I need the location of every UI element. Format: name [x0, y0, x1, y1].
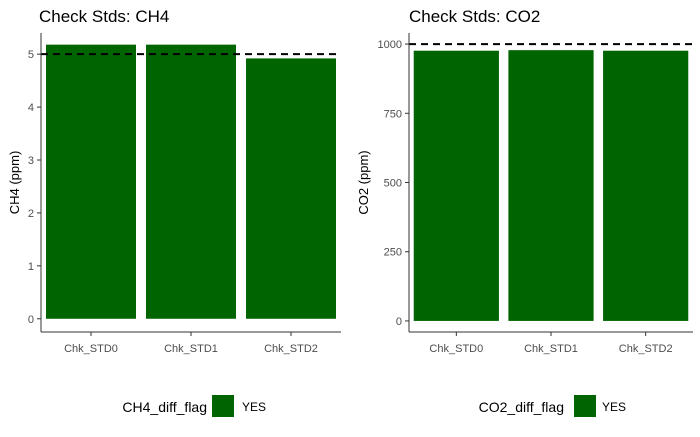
co2-y-tick-label: 500: [384, 178, 402, 190]
co2-bar-chk-std2: [603, 50, 689, 321]
co2-y-tick-label: 250: [384, 247, 402, 259]
co2-x-tick-label: Chk_STD0: [429, 343, 483, 355]
co2-bar-chk-std1: [508, 50, 594, 321]
ch4-y-tick-label: 1: [28, 261, 34, 273]
ch4-x-tick-label: Chk_STD0: [64, 343, 118, 355]
co2-x-tick-label: Chk_STD1: [524, 343, 578, 355]
co2-y-tick-label: 1000: [378, 39, 402, 51]
co2-x-tick-label: Chk_STD2: [619, 343, 673, 355]
co2-legend-label: YES: [602, 400, 626, 414]
co2-legend-key: [574, 395, 596, 417]
co2-y-tick-label: 0: [396, 316, 402, 328]
ch4-y-tick-label: 3: [28, 155, 34, 167]
ch4-bar-chk-std1: [146, 44, 236, 319]
ch4-legend-label: YES: [242, 400, 266, 414]
ch4-y-tick-label: 2: [28, 208, 34, 220]
co2-y-tick-label: 750: [384, 108, 402, 120]
ch4-y-tick-label: 0: [28, 314, 34, 326]
ch4-bar-chk-std0: [46, 44, 136, 319]
ch4-legend-key: [212, 395, 234, 417]
ch4-y-tick-label: 4: [28, 102, 34, 114]
ch4-y-tick-label: 5: [28, 49, 34, 61]
co2-chart-title: Check Stds: CO2: [409, 7, 540, 26]
co2-legend-title: CO2_diff_flag: [479, 399, 564, 415]
co2-bar-chk-std0: [413, 50, 499, 321]
ch4-x-tick-label: Chk_STD1: [164, 343, 218, 355]
ch4-chart-title: Check Stds: CH4: [39, 7, 169, 26]
ch4-y-axis-title: CH4 (ppm): [7, 151, 22, 215]
ch4-x-tick-label: Chk_STD2: [264, 343, 318, 355]
ch4-legend-title: CH4_diff_flag: [122, 399, 207, 415]
ch4-bar-chk-std2: [246, 58, 336, 319]
co2-y-axis-title: CO2 (ppm): [356, 150, 371, 214]
